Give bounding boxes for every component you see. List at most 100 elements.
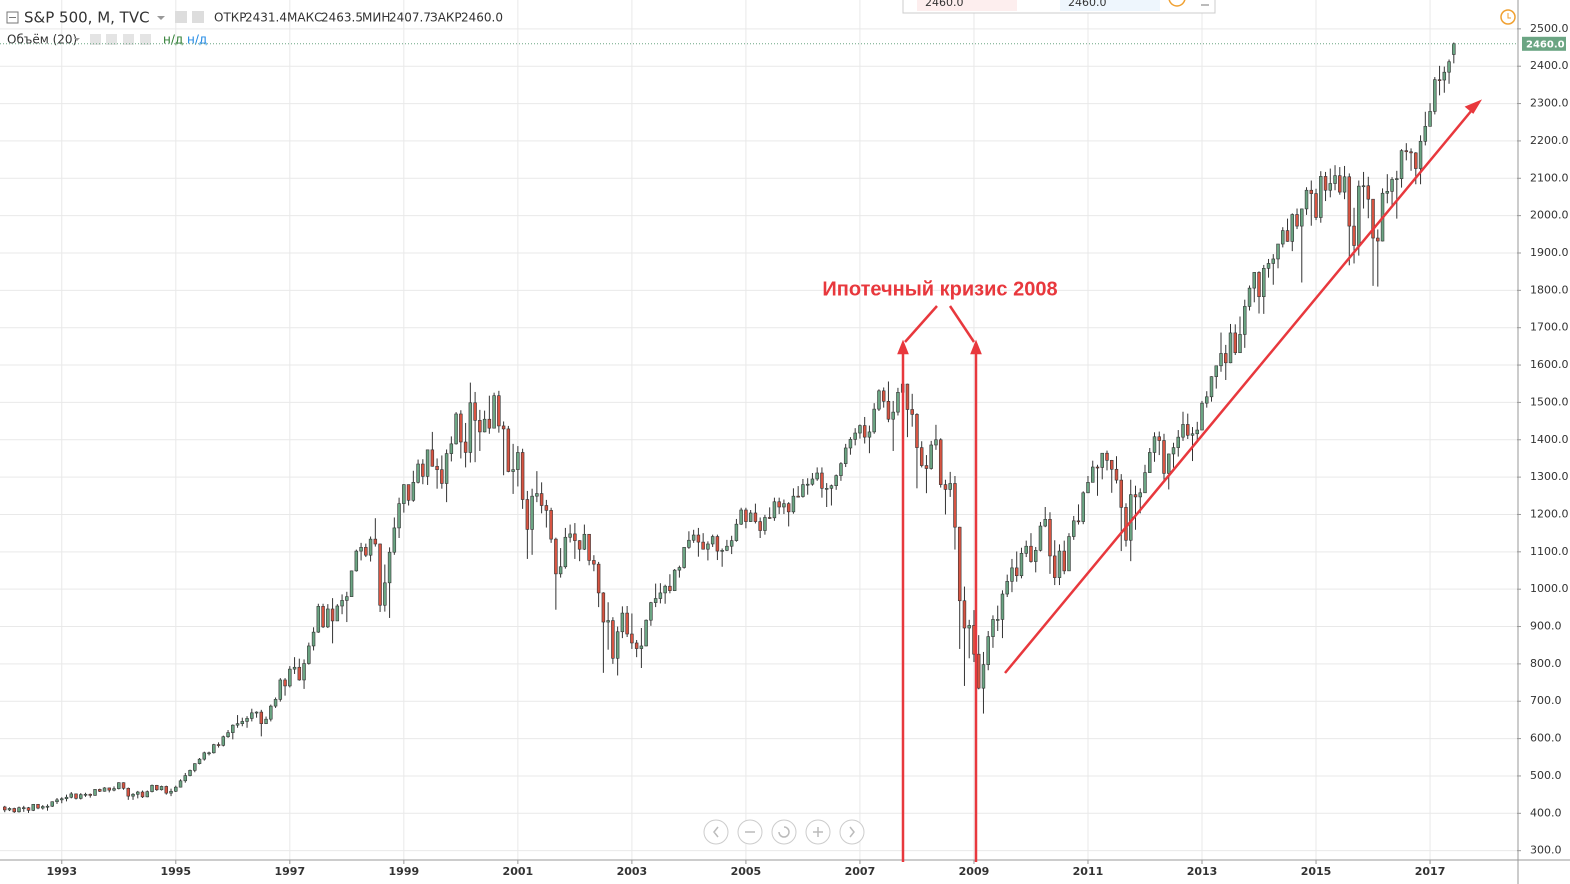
candle-body xyxy=(1000,593,1005,620)
candle-body xyxy=(297,666,302,681)
indicator-icon[interactable] xyxy=(123,34,134,45)
x-tick-label: 1995 xyxy=(160,865,191,878)
x-tick-label: 2017 xyxy=(1415,865,1446,878)
sell-field[interactable] xyxy=(917,0,1017,11)
hide-icon[interactable] xyxy=(192,11,204,23)
dropdown-arrow[interactable] xyxy=(157,16,165,20)
candle-body xyxy=(582,533,587,550)
candle-body xyxy=(991,619,995,637)
candle-body xyxy=(1333,175,1337,184)
order-icon[interactable] xyxy=(1168,0,1186,7)
candle-body xyxy=(1376,237,1380,242)
candle-body xyxy=(112,788,116,791)
candle-body xyxy=(744,509,748,522)
candle-body xyxy=(1238,334,1242,354)
ohlc-value: 2460.0 xyxy=(461,11,503,25)
x-tick-label: 1993 xyxy=(46,865,77,878)
candle-body xyxy=(302,663,306,681)
candle-body xyxy=(1452,43,1456,55)
candle-body xyxy=(183,775,188,782)
candle-body xyxy=(1186,424,1190,436)
candle-body xyxy=(554,538,558,575)
y-tick-label: 500.0 xyxy=(1530,769,1562,782)
candle-body xyxy=(1072,520,1076,537)
y-tick-label: 1200.0 xyxy=(1530,507,1569,520)
candle-body xyxy=(259,711,264,724)
candle-body xyxy=(516,452,520,470)
reset-button[interactable] xyxy=(771,819,797,845)
candle-body xyxy=(202,752,207,760)
candle-body xyxy=(93,789,97,796)
candle-body xyxy=(145,791,150,798)
indicator-name[interactable]: Объём (20) xyxy=(7,33,77,47)
candle-body xyxy=(316,606,321,633)
candle-body xyxy=(725,545,729,551)
candle-body xyxy=(373,538,378,545)
candle-body xyxy=(729,540,734,547)
scroll-right-button[interactable] xyxy=(839,819,865,845)
candle-body xyxy=(948,483,952,490)
candle-body xyxy=(397,503,401,529)
collapse-icon[interactable] xyxy=(6,11,19,24)
candle-body xyxy=(1057,550,1062,578)
scroll-left-button[interactable] xyxy=(703,819,729,845)
candle-body xyxy=(1447,61,1451,73)
candle-body xyxy=(953,483,957,528)
candle-body xyxy=(910,409,914,415)
candle-body xyxy=(715,536,720,552)
candle-body xyxy=(482,418,487,433)
candle-body xyxy=(1110,460,1114,470)
settings-icon[interactable] xyxy=(175,11,187,23)
candle-body xyxy=(1409,151,1413,154)
candle-body xyxy=(530,495,534,530)
candle-body xyxy=(867,431,872,438)
candle-body xyxy=(843,447,848,464)
candle-body xyxy=(140,791,145,798)
candle-body xyxy=(1181,424,1185,438)
candle-body xyxy=(653,598,658,603)
candle-body xyxy=(74,793,78,799)
indicator-value: н/д xyxy=(163,33,183,47)
candle-body xyxy=(283,679,287,687)
candle-body xyxy=(321,606,325,628)
buy-field[interactable] xyxy=(1060,0,1160,11)
candle-body xyxy=(1100,452,1104,468)
clock-icon[interactable] xyxy=(1500,9,1516,25)
candle-body xyxy=(150,784,154,792)
dropdown-arrow[interactable] xyxy=(74,38,80,41)
candle-body xyxy=(1414,152,1418,169)
candle-body xyxy=(1067,536,1071,572)
candle-body xyxy=(421,463,425,477)
candle-body xyxy=(967,625,971,629)
candle-body xyxy=(886,400,891,420)
candle-body xyxy=(83,793,88,796)
ohlc-value: 2407.7 xyxy=(389,11,431,25)
candle-body xyxy=(440,469,444,484)
indicator-value: н/д xyxy=(187,33,207,47)
indicator-icon[interactable] xyxy=(140,34,151,45)
candle-body xyxy=(891,411,895,420)
candle-body xyxy=(126,787,131,797)
candle-body xyxy=(98,789,102,792)
symbol-title[interactable]: S&P 500, M, TVC xyxy=(24,9,150,27)
candle-body xyxy=(1053,555,1057,578)
candle-body xyxy=(492,395,496,429)
candle-body xyxy=(1328,183,1333,191)
indicator-icon[interactable] xyxy=(90,34,101,45)
candle-body xyxy=(1152,436,1157,453)
candle-body xyxy=(121,782,126,789)
candle-body xyxy=(235,723,240,726)
y-tick-label: 1500.0 xyxy=(1530,395,1569,408)
y-tick-label: 800.0 xyxy=(1530,657,1562,670)
candle-body xyxy=(335,605,340,622)
candle-body xyxy=(1129,494,1133,541)
indicator-icon[interactable] xyxy=(106,34,117,45)
candle-body xyxy=(810,478,815,485)
arrowhead xyxy=(970,339,982,355)
candle-body xyxy=(649,602,653,621)
candle-body xyxy=(881,390,886,402)
annotation-arrows xyxy=(897,99,1483,862)
candle-body xyxy=(387,551,392,584)
candle-body xyxy=(1010,567,1014,582)
